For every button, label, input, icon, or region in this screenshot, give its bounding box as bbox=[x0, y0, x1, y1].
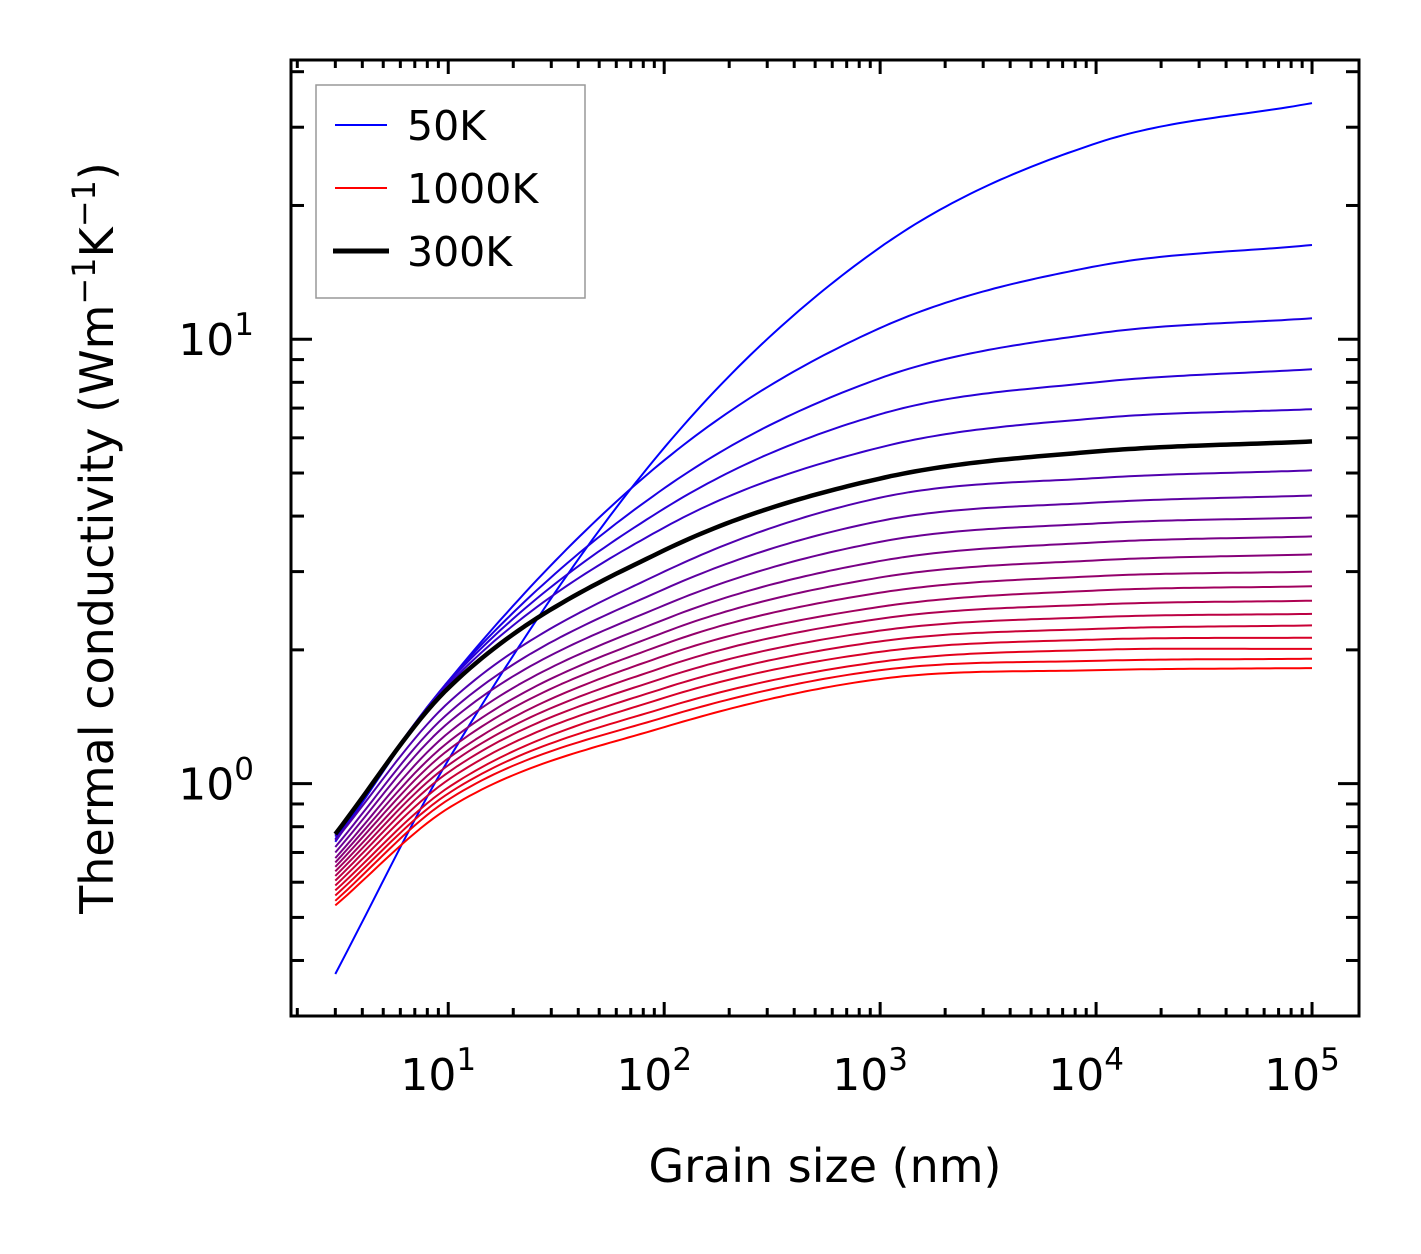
x-tick-label-exp: 1 bbox=[456, 1042, 476, 1078]
y-tick-label-exp: 0 bbox=[234, 752, 254, 788]
series-line-800k bbox=[334, 624, 1313, 887]
series-line-950k bbox=[334, 657, 1312, 902]
legend-label-300k: 300K bbox=[407, 228, 513, 276]
x-tick-labels: 101 102 103 104 105 bbox=[400, 1042, 1340, 1101]
legend-frame bbox=[315, 84, 586, 299]
y-tick-label: 101 bbox=[178, 307, 254, 366]
series-line-250k bbox=[334, 408, 1313, 836]
series-line-150k bbox=[334, 317, 1313, 840]
x-tick-label-base: 10 bbox=[1264, 1050, 1320, 1101]
legend-label-50k: 50K bbox=[407, 102, 487, 150]
series-line-200k bbox=[334, 368, 1313, 838]
y-axis-label: Thermal conductivity (Wm−1K−1) bbox=[65, 162, 124, 915]
x-tick-label-exp: 2 bbox=[672, 1042, 692, 1078]
x-tick-label: 103 bbox=[832, 1042, 908, 1101]
x-tick-label-base: 10 bbox=[616, 1050, 672, 1101]
series-layer bbox=[333, 102, 1313, 975]
series-line-600k bbox=[334, 570, 1313, 868]
series-line-450k bbox=[334, 516, 1313, 854]
x-tick-label-base: 10 bbox=[1048, 1050, 1104, 1101]
x-axis-label: Grain size (nm) bbox=[649, 1139, 1002, 1193]
x-tick-label: 101 bbox=[400, 1042, 476, 1101]
y-axis-label-main: Thermal conductivity (Wm bbox=[70, 305, 124, 915]
x-tick-label-base: 10 bbox=[832, 1050, 888, 1101]
x-tick-label: 105 bbox=[1264, 1042, 1340, 1101]
series-line-1000k bbox=[334, 667, 1312, 907]
series-line-100k bbox=[334, 244, 1313, 843]
series-line-400k bbox=[334, 494, 1313, 848]
series-line-750k bbox=[334, 612, 1313, 882]
legend: 50K 1000K 300K bbox=[315, 84, 586, 299]
series-line-350k bbox=[334, 469, 1313, 842]
y-tick-label-exp: 1 bbox=[234, 307, 254, 343]
x-tick-label-base: 10 bbox=[400, 1050, 456, 1101]
series-line-50k bbox=[334, 102, 1313, 975]
x-tick-label: 102 bbox=[616, 1042, 692, 1101]
series-line-550k bbox=[334, 553, 1313, 864]
y-axis-label-exp2: −1 bbox=[65, 180, 103, 227]
y-tick-label-base: 10 bbox=[178, 315, 234, 366]
tick-layer bbox=[291, 60, 1359, 1018]
plot-frame bbox=[289, 58, 1361, 1018]
x-tick-label: 104 bbox=[1048, 1042, 1124, 1101]
y-tick-label: 100 bbox=[178, 752, 254, 811]
series-line-900k bbox=[334, 647, 1312, 897]
x-tick-label-exp: 4 bbox=[1104, 1042, 1124, 1078]
x-tick-label-exp: 3 bbox=[888, 1042, 908, 1078]
x-tick-label-exp: 5 bbox=[1320, 1042, 1340, 1078]
legend-label-1000k: 1000K bbox=[407, 165, 539, 213]
y-tick-label-base: 10 bbox=[178, 760, 234, 811]
y-axis-label-exp1: −1 bbox=[65, 257, 103, 304]
series-line-300k bbox=[333, 439, 1313, 836]
y-axis-label-unit-k: K bbox=[70, 225, 124, 257]
y-axis-label-close: ) bbox=[70, 162, 124, 180]
series-line-850k bbox=[334, 636, 1313, 892]
series-line-700k bbox=[334, 599, 1313, 877]
series-line-650k bbox=[334, 585, 1313, 873]
series-line-500k bbox=[334, 535, 1313, 859]
